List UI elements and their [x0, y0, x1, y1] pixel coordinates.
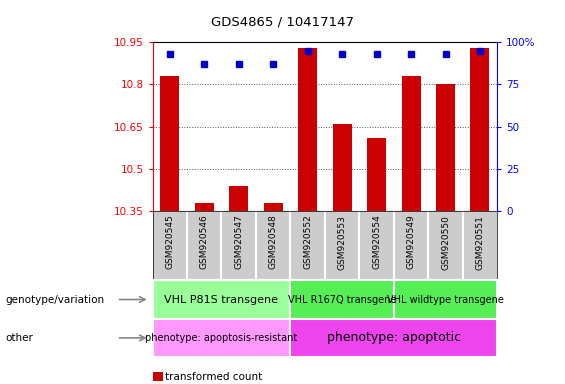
Bar	[153, 280, 290, 319]
Bar	[195, 203, 214, 211]
Text: other: other	[6, 333, 33, 343]
Text: GSM920548: GSM920548	[269, 215, 277, 270]
Text: GSM920545: GSM920545	[166, 215, 174, 270]
Bar	[160, 76, 179, 211]
Bar	[394, 280, 497, 319]
Text: genotype/variation: genotype/variation	[6, 295, 105, 305]
Text: GSM920554: GSM920554	[372, 215, 381, 270]
Bar	[367, 138, 386, 211]
Bar	[264, 203, 282, 211]
Text: phenotype: apoptosis-resistant: phenotype: apoptosis-resistant	[145, 333, 298, 343]
Bar	[229, 186, 248, 211]
Text: GSM920551: GSM920551	[476, 215, 484, 270]
Text: phenotype: apoptotic: phenotype: apoptotic	[327, 331, 461, 344]
Bar	[402, 76, 420, 211]
Bar	[333, 124, 351, 211]
Bar	[471, 48, 489, 211]
Text: GSM920550: GSM920550	[441, 215, 450, 270]
Bar	[298, 48, 317, 211]
Bar	[290, 319, 497, 357]
Bar	[153, 319, 290, 357]
Text: VHL P81S transgene: VHL P81S transgene	[164, 295, 279, 305]
Text: GSM920553: GSM920553	[338, 215, 346, 270]
Bar	[436, 84, 455, 211]
Text: GDS4865 / 10417147: GDS4865 / 10417147	[211, 15, 354, 28]
Text: VHL wildtype transgene: VHL wildtype transgene	[387, 295, 504, 305]
Text: GSM920547: GSM920547	[234, 215, 243, 270]
Text: transformed count: transformed count	[165, 372, 262, 382]
Text: GSM920549: GSM920549	[407, 215, 415, 270]
Text: GSM920552: GSM920552	[303, 215, 312, 270]
Text: VHL R167Q transgene: VHL R167Q transgene	[288, 295, 396, 305]
Text: GSM920546: GSM920546	[200, 215, 208, 270]
Bar	[290, 280, 394, 319]
